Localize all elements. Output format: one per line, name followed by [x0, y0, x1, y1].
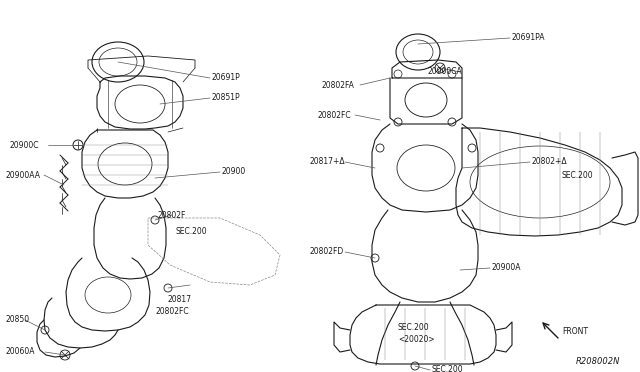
- Text: 20900C: 20900C: [10, 141, 40, 150]
- Text: 20802FD: 20802FD: [310, 247, 344, 257]
- Text: 20817: 20817: [168, 295, 192, 305]
- Circle shape: [60, 350, 70, 360]
- Text: 20900AA: 20900AA: [5, 170, 40, 180]
- Text: FRONT: FRONT: [562, 327, 588, 337]
- Text: 20060A: 20060A: [5, 347, 35, 356]
- Circle shape: [448, 70, 456, 78]
- Circle shape: [394, 70, 402, 78]
- Text: 20691P: 20691P: [212, 74, 241, 83]
- Circle shape: [164, 284, 172, 292]
- Circle shape: [394, 118, 402, 126]
- Text: 20691PA: 20691PA: [512, 33, 545, 42]
- Text: SEC.200: SEC.200: [398, 324, 429, 333]
- Text: 20817+Δ: 20817+Δ: [310, 157, 346, 167]
- Circle shape: [411, 362, 419, 370]
- Text: 20850: 20850: [5, 315, 29, 324]
- Text: SEC.200: SEC.200: [175, 228, 207, 237]
- Circle shape: [468, 144, 476, 152]
- Text: 20802FC: 20802FC: [318, 110, 351, 119]
- Text: <20020>: <20020>: [398, 336, 435, 344]
- Text: 20900: 20900: [222, 167, 246, 176]
- Text: SEC.200: SEC.200: [562, 170, 594, 180]
- Text: 20802FC: 20802FC: [155, 308, 189, 317]
- Circle shape: [448, 118, 456, 126]
- Circle shape: [73, 140, 83, 150]
- Text: R208002N: R208002N: [575, 357, 620, 366]
- Text: SEC.200: SEC.200: [432, 366, 463, 372]
- Text: 20802F: 20802F: [158, 211, 186, 219]
- Circle shape: [376, 144, 384, 152]
- Text: 20900A: 20900A: [492, 263, 522, 273]
- Text: 20802+Δ: 20802+Δ: [532, 157, 568, 167]
- Circle shape: [435, 63, 445, 73]
- Circle shape: [151, 216, 159, 224]
- Text: 20900CA: 20900CA: [428, 67, 463, 77]
- Text: 20851P: 20851P: [212, 93, 241, 103]
- Circle shape: [41, 326, 49, 334]
- Circle shape: [371, 254, 379, 262]
- Text: 20802FA: 20802FA: [322, 80, 355, 90]
